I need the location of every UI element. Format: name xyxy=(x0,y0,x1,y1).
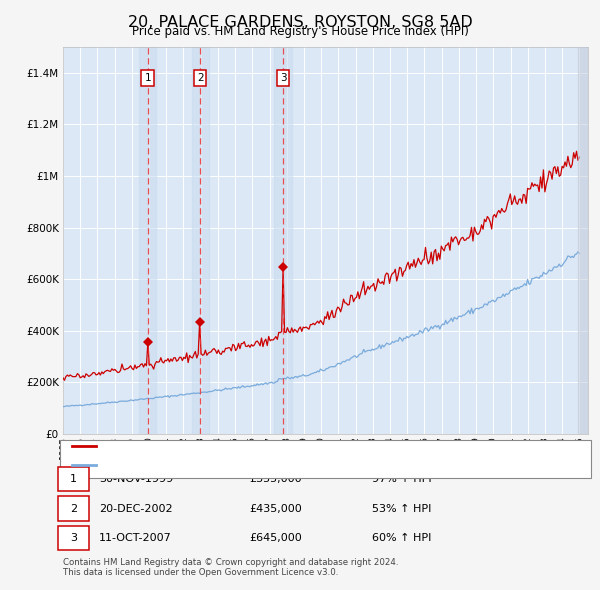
Text: 2: 2 xyxy=(197,73,203,83)
Text: 3: 3 xyxy=(280,73,286,83)
Text: 20-DEC-2002: 20-DEC-2002 xyxy=(99,504,173,513)
Text: 30-NOV-1999: 30-NOV-1999 xyxy=(99,474,173,484)
Text: 11-OCT-2007: 11-OCT-2007 xyxy=(99,533,172,543)
Text: 2: 2 xyxy=(70,504,77,513)
Bar xyxy=(578,47,588,434)
Text: 3: 3 xyxy=(70,533,77,543)
Text: 1: 1 xyxy=(145,73,151,83)
Text: HPI: Average price, detached house, North Hertfordshire: HPI: Average price, detached house, Nort… xyxy=(102,460,397,470)
Text: 20, PALACE GARDENS, ROYSTON, SG8 5AD (detached house): 20, PALACE GARDENS, ROYSTON, SG8 5AD (de… xyxy=(102,441,420,451)
Text: Contains HM Land Registry data © Crown copyright and database right 2024.
This d: Contains HM Land Registry data © Crown c… xyxy=(63,558,398,577)
Text: £435,000: £435,000 xyxy=(249,504,302,513)
Text: 20, PALACE GARDENS, ROYSTON, SG8 5AD: 20, PALACE GARDENS, ROYSTON, SG8 5AD xyxy=(128,15,472,30)
Bar xyxy=(191,47,209,434)
Text: 60% ↑ HPI: 60% ↑ HPI xyxy=(372,533,431,543)
Text: £355,000: £355,000 xyxy=(249,474,302,484)
Text: Price paid vs. HM Land Registry's House Price Index (HPI): Price paid vs. HM Land Registry's House … xyxy=(131,25,469,38)
Text: £645,000: £645,000 xyxy=(249,533,302,543)
Text: 97% ↑ HPI: 97% ↑ HPI xyxy=(372,474,431,484)
Text: 53% ↑ HPI: 53% ↑ HPI xyxy=(372,504,431,513)
Bar xyxy=(274,47,292,434)
Text: 1: 1 xyxy=(70,474,77,484)
Bar xyxy=(139,47,156,434)
